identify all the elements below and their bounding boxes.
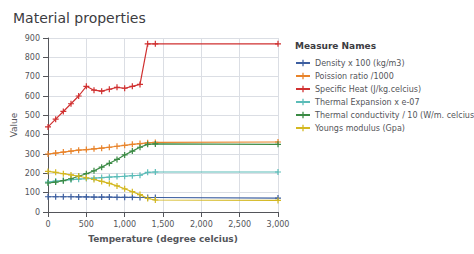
svg-text:Measure Names: Measure Names — [295, 41, 376, 51]
svg-text:Temperature (degree celcius): Temperature (degree celcius) — [88, 234, 238, 244]
svg-text:Thermal Expansion x e-07: Thermal Expansion x e-07 — [314, 98, 420, 107]
svg-text:Youngs modulus (Gpa): Youngs modulus (Gpa) — [314, 124, 405, 133]
svg-text:2,000: 2,000 — [190, 220, 213, 229]
svg-text:Thermal conductivity / 10 (W/m: Thermal conductivity / 10 (W/m. celcius) — [314, 111, 474, 120]
svg-text:1,500: 1,500 — [152, 220, 175, 229]
svg-text:400: 400 — [25, 130, 40, 139]
svg-text:Poission ratio /1000: Poission ratio /1000 — [315, 72, 394, 81]
svg-text:300: 300 — [25, 150, 40, 159]
svg-text:Material properties: Material properties — [13, 10, 146, 26]
svg-text:700: 700 — [25, 72, 40, 81]
svg-text:Specific Heat (J/kg.celcius): Specific Heat (J/kg.celcius) — [315, 85, 421, 94]
svg-text:1,000: 1,000 — [113, 220, 136, 229]
svg-text:Value: Value — [9, 112, 19, 137]
svg-text:100: 100 — [25, 188, 40, 197]
svg-text:900: 900 — [25, 34, 40, 43]
svg-text:500: 500 — [25, 111, 40, 120]
svg-text:3,000: 3,000 — [267, 220, 290, 229]
svg-text:600: 600 — [25, 92, 40, 101]
svg-text:200: 200 — [25, 169, 40, 178]
svg-text:Density x 100 (kg/m3): Density x 100 (kg/m3) — [315, 59, 405, 68]
svg-text:500: 500 — [79, 220, 94, 229]
svg-text:2,500: 2,500 — [228, 220, 251, 229]
svg-text:0: 0 — [35, 208, 40, 217]
svg-text:800: 800 — [25, 53, 40, 62]
svg-text:0: 0 — [45, 220, 50, 229]
